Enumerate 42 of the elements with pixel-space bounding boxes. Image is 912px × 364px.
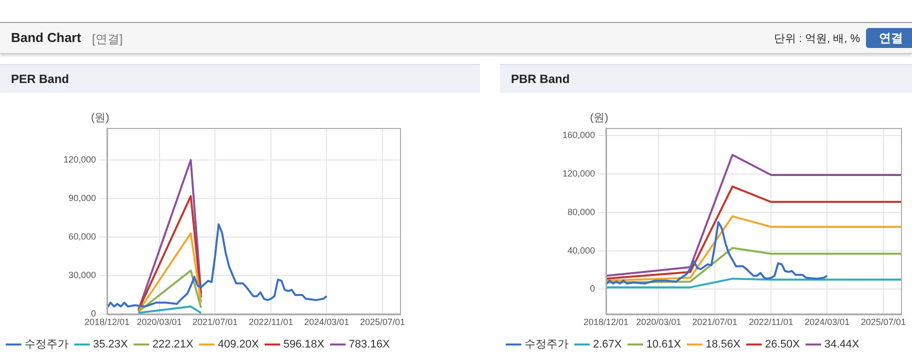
legend-label: 783.16X — [348, 338, 390, 351]
y-tick-label: 0 — [590, 284, 595, 294]
y-axis-title: (원) — [590, 111, 608, 125]
y-tick-label: 120,000 — [63, 154, 96, 165]
x-tick-label: 2018/12/01 — [84, 317, 130, 328]
y-axis-title: (원) — [91, 111, 110, 125]
x-tick-label: 2020/03/01 — [136, 317, 182, 328]
x-tick-label: 2022/11/01 — [748, 317, 794, 328]
legend-label: 10.61X — [646, 338, 682, 351]
legend-label: 34.44X — [824, 338, 860, 351]
x-tick-label: 2022/11/01 — [248, 317, 294, 328]
legend-label: 409.20X — [218, 338, 260, 351]
text: Band Chart — [11, 30, 82, 45]
y-tick-label: 80,000 — [567, 206, 595, 217]
x-tick-label: 2025/07/01 — [360, 317, 405, 328]
legend-label: 수정주가 — [524, 338, 568, 351]
y-tick-label: 0 — [90, 308, 96, 319]
y-tick-label: 40,000 — [567, 245, 595, 256]
legend-label: 26.50X — [764, 338, 800, 351]
legend-label: 222.21X — [152, 338, 194, 351]
x-tick-label: 2024/03/01 — [304, 317, 350, 328]
chart-title: PBR Band — [511, 72, 570, 86]
legend-label: 수정주가 — [24, 338, 68, 351]
x-tick-label: 2024/03/01 — [804, 317, 850, 328]
text: 연결 — [866, 28, 912, 48]
y-tick-label: 60,000 — [68, 232, 96, 242]
x-tick-label: 2020/03/01 — [636, 317, 682, 328]
x-tick-label: 2025/07/01 — [860, 317, 906, 328]
legend-label: 18.56X — [706, 338, 742, 351]
text: 단위 : 억원, 배, % — [774, 32, 860, 46]
chart-title: PER Band — [11, 72, 70, 86]
legend-label: 35.23X — [93, 338, 129, 351]
y-tick-label: 160,000 — [562, 130, 595, 140]
x-tick-label: 2018/12/01 — [583, 317, 629, 328]
y-tick-label: 30,000 — [68, 270, 96, 280]
y-tick-label: 90,000 — [68, 193, 96, 204]
legend-label: 596.18X — [283, 338, 325, 351]
legend-label: 2.67X — [593, 338, 622, 351]
x-tick-label: 2021/07/01 — [692, 317, 738, 328]
text: [연결] — [92, 31, 123, 48]
x-tick-label: 2021/07/01 — [192, 317, 238, 328]
y-tick-label: 120,000 — [562, 168, 595, 179]
